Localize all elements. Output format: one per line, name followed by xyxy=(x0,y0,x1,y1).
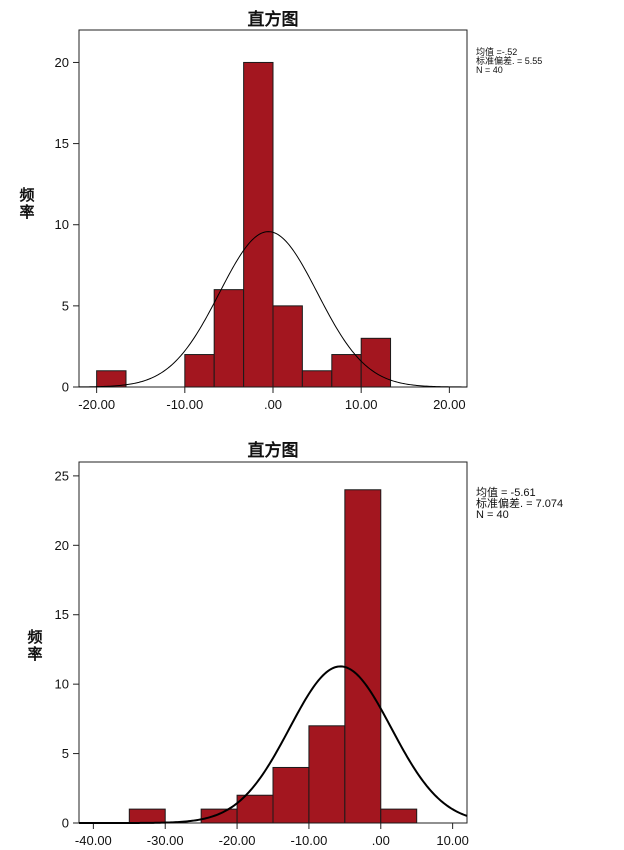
histogram-bar xyxy=(243,61,274,388)
histogram-bar xyxy=(301,370,333,388)
histogram-bar xyxy=(96,370,127,388)
y-tick-label: 5 xyxy=(62,298,69,313)
y-tick-label: 25 xyxy=(55,468,69,483)
histogram-bar xyxy=(200,808,238,824)
plot-frame xyxy=(78,461,468,824)
x-tick-label: -10.00 xyxy=(166,397,203,412)
histogram-bar xyxy=(360,337,392,388)
histogram-bar xyxy=(272,766,310,824)
x-tick-label: 20.00 xyxy=(433,397,466,412)
y-tick-label: 10 xyxy=(55,217,69,232)
y-tick-label: 0 xyxy=(62,380,69,395)
x-tick-label: -40.00 xyxy=(75,833,112,848)
normal-curve xyxy=(78,231,468,388)
chart-title: 直方图 xyxy=(248,9,299,30)
histogram-bar xyxy=(236,794,274,824)
histogram-bar xyxy=(380,808,418,824)
y-tick-label: 15 xyxy=(55,607,69,622)
x-tick-label: -30.00 xyxy=(147,833,184,848)
y-axis-label: 频率 xyxy=(27,628,42,663)
x-tick-label: 10.00 xyxy=(345,397,378,412)
x-tick-label: -10.00 xyxy=(290,833,327,848)
histogram-bar xyxy=(331,354,362,388)
histogram-bar xyxy=(184,354,215,388)
x-tick-label: -20.00 xyxy=(219,833,256,848)
y-tick-label: 15 xyxy=(55,136,69,151)
y-axis-label: 频率 xyxy=(19,186,34,221)
y-tick-label: 5 xyxy=(62,746,69,761)
chart-title: 直方图 xyxy=(248,440,299,461)
histogram-bar xyxy=(272,305,303,388)
y-tick-label: 10 xyxy=(55,677,69,692)
histogram-bar xyxy=(344,489,382,824)
histogram-bar xyxy=(213,289,245,388)
normal-curve xyxy=(79,665,468,824)
x-tick-label: .00 xyxy=(372,833,390,848)
stats-legend: 均值 = -5.61 标准偏差. = 7.074 N = 40 xyxy=(476,486,563,521)
x-tick-label: -20.00 xyxy=(78,397,115,412)
x-tick-label: .00 xyxy=(264,397,282,412)
x-tick-label: 10.00 xyxy=(436,833,469,848)
stats-legend: 均值 =-.52 标准偏差. = 5.55 N = 40 xyxy=(476,46,542,75)
y-tick-label: 20 xyxy=(55,55,69,70)
y-tick-label: 0 xyxy=(62,816,69,831)
histogram-bar xyxy=(308,725,346,824)
y-tick-label: 20 xyxy=(55,538,69,553)
histogram-bar xyxy=(128,808,166,824)
